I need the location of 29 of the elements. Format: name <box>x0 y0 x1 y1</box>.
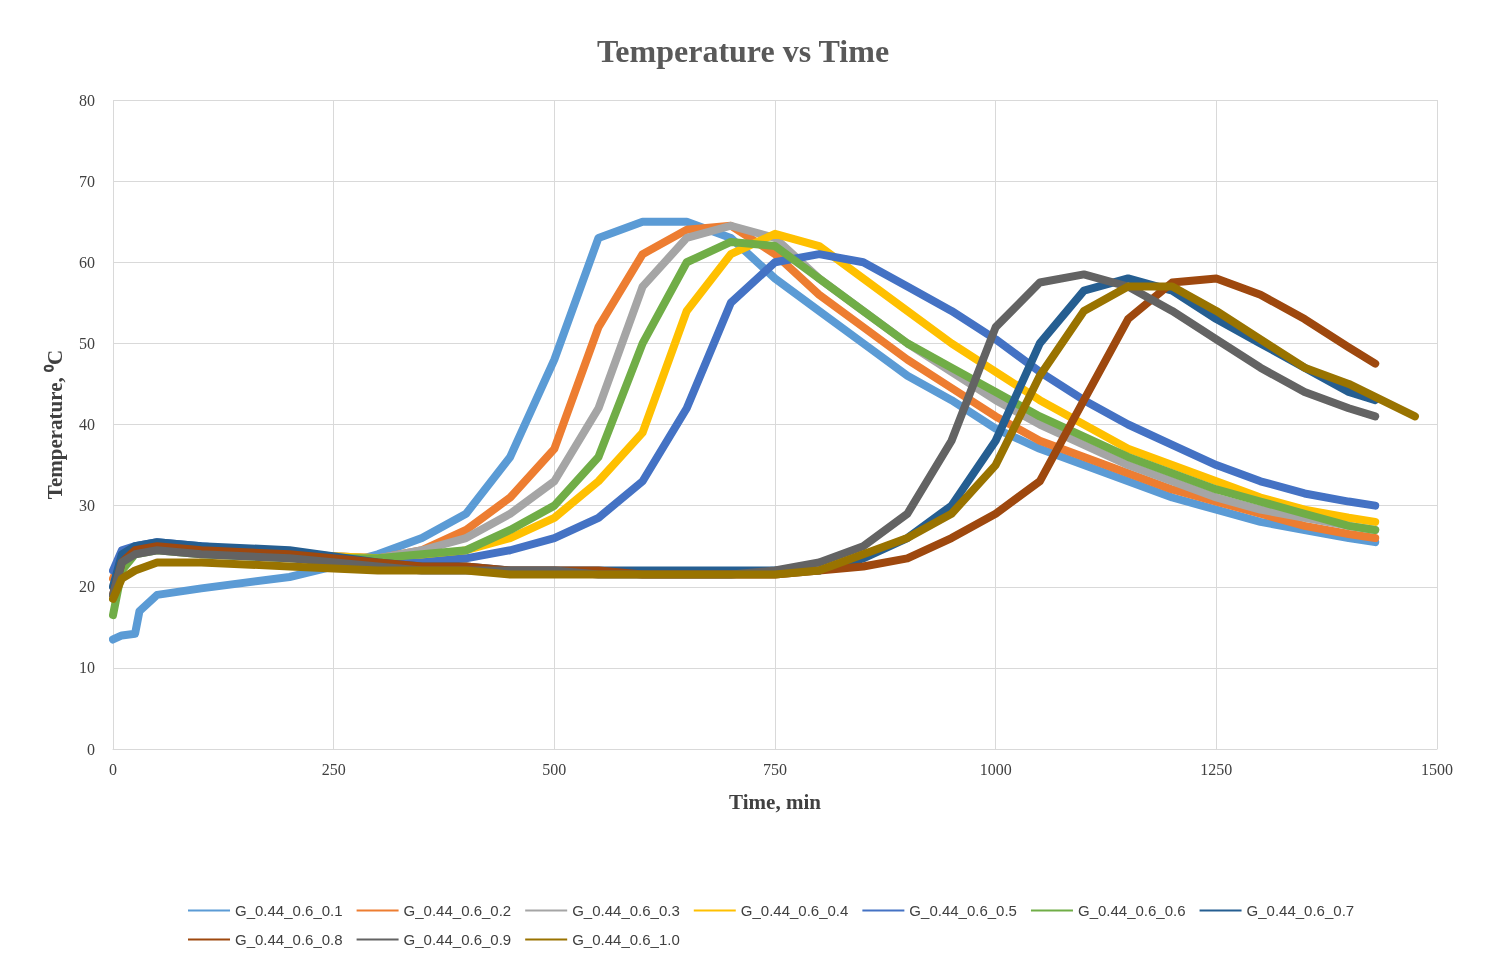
y-tick-label: 10 <box>79 659 95 677</box>
legend-label: G_0.44_0.6_0.7 <box>1246 902 1355 919</box>
y-tick-label: 30 <box>79 497 95 515</box>
y-tick-label: 60 <box>79 253 95 271</box>
x-axis-title: Time, min <box>729 789 822 814</box>
x-tick-label: 250 <box>321 760 346 778</box>
x-tick-label: 500 <box>542 760 567 778</box>
x-tick-label: 1500 <box>1421 760 1453 778</box>
legend-label: G_0.44_0.6_0.3 <box>572 902 680 919</box>
y-axis-title: Temperature, ⁰C <box>42 349 67 500</box>
x-tick-label: 750 <box>763 760 787 778</box>
y-tick-label: 80 <box>79 91 95 109</box>
y-tick-label: 40 <box>79 416 95 433</box>
legend-label: G_0.44_0.6_0.5 <box>909 902 1017 919</box>
x-tick-label: 0 <box>109 760 117 778</box>
legend-label: G_0.44_0.6_0.4 <box>740 902 849 919</box>
legend-label: G_0.44_0.6_0.1 <box>235 902 343 919</box>
chart-title: Temperature vs Time <box>596 33 890 69</box>
legend-label: G_0.44_0.6_0.6 <box>1077 902 1186 919</box>
y-tick-label: 70 <box>79 172 95 190</box>
y-tick-label: 0 <box>87 740 95 758</box>
legend-label: G_0.44_0.6_0.8 <box>235 931 343 948</box>
x-tick-label: 1000 <box>979 760 1012 778</box>
legend-label: G_0.44_0.6_1.0 <box>572 931 680 948</box>
legend-label: G_0.44_0.6_0.2 <box>403 902 512 919</box>
y-tick-label: 20 <box>79 578 95 596</box>
legend-label: G_0.44_0.6_0.9 <box>403 931 512 948</box>
x-tick-label: 1250 <box>1200 760 1233 778</box>
y-tick-label: 50 <box>79 334 95 352</box>
